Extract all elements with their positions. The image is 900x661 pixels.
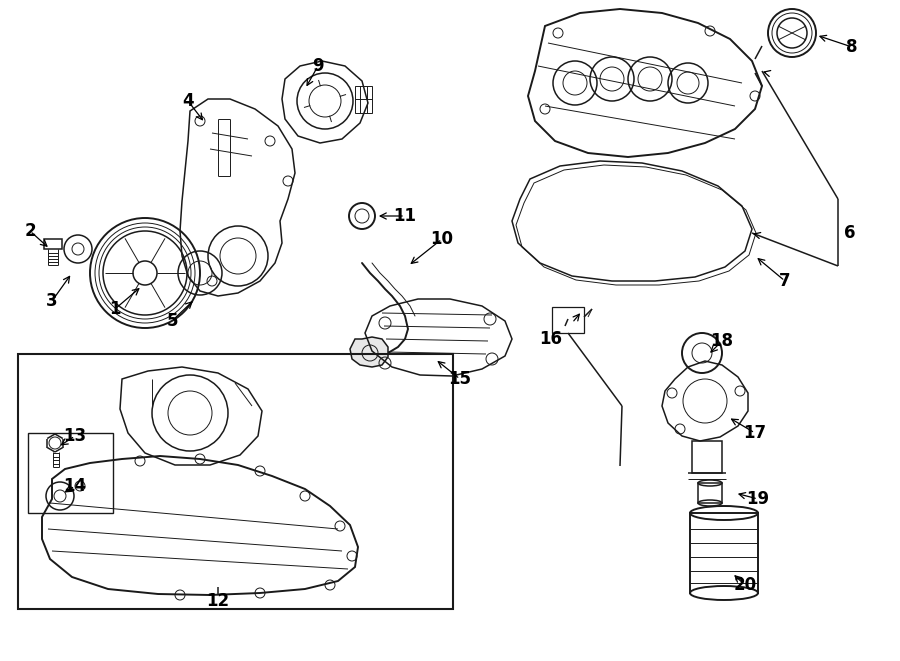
Text: 13: 13 [63,427,86,445]
Text: 20: 20 [734,576,757,594]
Text: 9: 9 [312,57,324,75]
Text: 2: 2 [24,222,36,240]
Bar [44,239,62,249]
Text: 6: 6 [844,224,856,242]
Text: 11: 11 [393,207,417,225]
Text: 15: 15 [448,370,472,388]
Text: 5: 5 [166,312,178,330]
Bar [552,307,584,333]
Text: 10: 10 [430,230,454,248]
Text: 1: 1 [109,300,121,318]
Text: 12: 12 [206,592,230,610]
Text: 7: 7 [779,272,791,290]
Text: 17: 17 [743,424,767,442]
Text: 3: 3 [46,292,58,310]
Text: 19: 19 [746,490,769,508]
Bar [28,433,113,513]
Bar [690,513,758,593]
Text: 8: 8 [846,38,858,56]
Bar [18,354,453,609]
Text: 4: 4 [182,92,194,110]
Text: 16: 16 [539,330,562,348]
Text: 14: 14 [63,477,86,495]
Text: 18: 18 [710,332,734,350]
Polygon shape [350,337,388,367]
Ellipse shape [690,586,758,600]
